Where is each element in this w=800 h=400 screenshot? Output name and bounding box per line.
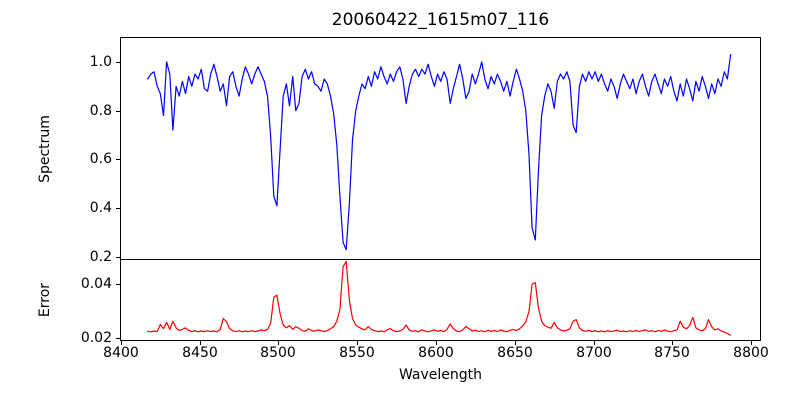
y-tick-label: 0.8 (89, 103, 112, 119)
spectrum-panel (120, 37, 761, 260)
y-tick-label: 0.4 (89, 200, 112, 216)
x-tick-mark (751, 341, 752, 345)
x-tick-label: 8800 (733, 345, 769, 361)
x-tick-label: 8400 (103, 345, 139, 361)
plot-title: 20060422_1615m07_116 (331, 10, 550, 30)
y-tick-label: 0.02 (80, 330, 112, 346)
y-tick-mark (116, 208, 120, 209)
x-tick-label: 8750 (654, 345, 690, 361)
x-tick-mark (357, 341, 358, 345)
y-tick-mark (116, 338, 120, 339)
y-tick-label: 1.0 (89, 54, 112, 70)
x-tick-mark (278, 341, 279, 345)
x-tick-label: 8700 (576, 345, 612, 361)
x-tick-mark (594, 341, 595, 345)
x-tick-mark (672, 341, 673, 345)
y-tick-label: 0.6 (89, 151, 112, 167)
x-tick-label: 8650 (497, 345, 533, 361)
x-tick-mark (121, 341, 122, 345)
spectrum-axis-label: Spectrum (37, 115, 53, 183)
y-tick-mark (116, 284, 120, 285)
x-tick-mark (200, 341, 201, 345)
x-tick-label: 8450 (182, 345, 218, 361)
y-tick-mark (116, 111, 120, 112)
y-tick-mark (116, 62, 120, 63)
y-tick-label: 0.2 (89, 249, 112, 265)
x-tick-label: 8600 (418, 345, 454, 361)
x-axis-label: Wavelength (398, 367, 483, 383)
x-tick-mark (515, 341, 516, 345)
y-tick-label: 0.04 (80, 276, 112, 292)
y-tick-mark (116, 159, 120, 160)
y-tick-mark (116, 257, 120, 258)
x-tick-label: 8550 (339, 345, 375, 361)
error-axis-label: Error (37, 282, 53, 318)
error-panel (120, 259, 761, 341)
x-tick-label: 8500 (260, 345, 296, 361)
x-tick-mark (436, 341, 437, 345)
